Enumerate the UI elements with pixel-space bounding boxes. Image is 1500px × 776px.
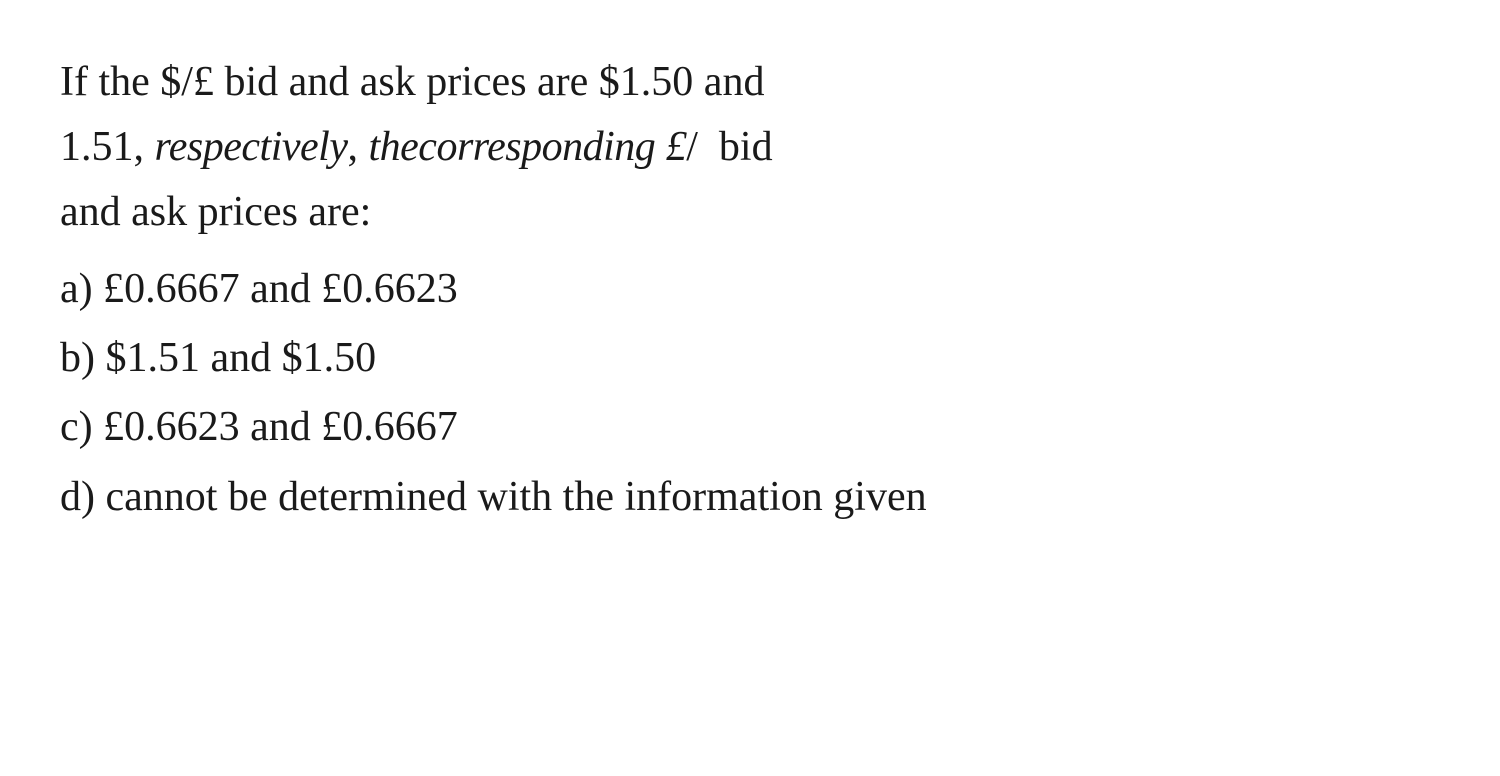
options-list: a) £0.6667 and £0.6623 b) $1.51 and $1.5… xyxy=(60,257,1440,529)
question-line-3: and ask prices are: xyxy=(60,180,1440,245)
option-label-b: b) xyxy=(60,326,95,391)
option-c: c) £0.6623 and £0.6667 xyxy=(60,395,1440,460)
option-text-d: cannot be determined with the informatio… xyxy=(106,474,927,520)
option-text-b: $1.51 and $1.50 xyxy=(106,335,377,381)
math-word-respectively: respectively xyxy=(155,124,348,170)
math-slash: / xyxy=(686,124,698,170)
option-text-a: £0.6667 and £0.6623 xyxy=(103,266,458,312)
option-a: a) £0.6667 and £0.6623 xyxy=(60,257,1440,322)
option-label-c: c) xyxy=(60,395,93,460)
math-word-thecorresponding: thecorresponding xyxy=(369,124,656,170)
question-line-2-tail: bid xyxy=(708,124,772,170)
math-punct: , xyxy=(348,124,359,170)
math-pound-symbol: £ xyxy=(666,124,687,170)
option-label-a: a) xyxy=(60,257,93,322)
question-line-2: 1.51, respectively, thecorresponding £/ … xyxy=(60,115,1440,180)
option-text-c: £0.6623 and £0.6667 xyxy=(103,404,458,450)
question-line-1: If the $/£ bid and ask prices are $1.50 … xyxy=(60,50,1440,115)
option-d: d) cannot be determined with the informa… xyxy=(60,465,1440,530)
option-label-d: d) xyxy=(60,465,95,530)
option-b: b) $1.51 and $1.50 xyxy=(60,326,1440,391)
question-stem: If the $/£ bid and ask prices are $1.50 … xyxy=(60,50,1440,245)
math-punct: , xyxy=(134,124,145,170)
math-number: 1.51 xyxy=(60,124,134,170)
